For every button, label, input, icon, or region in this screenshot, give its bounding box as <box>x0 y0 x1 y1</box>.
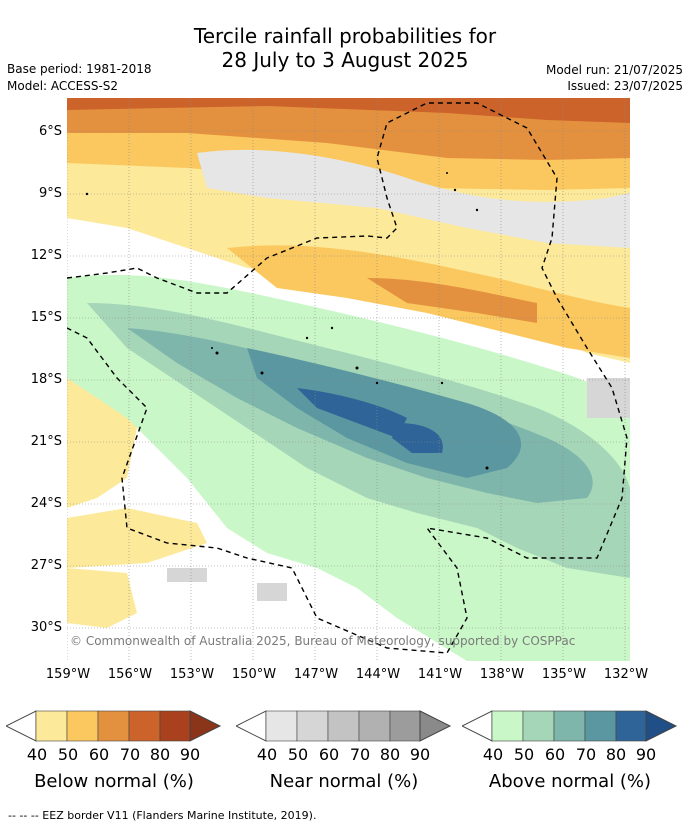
below-normal-colorbar <box>6 710 222 742</box>
near-cb-tick-60: 60 <box>318 745 340 764</box>
below-cb-tick-40: 40 <box>26 745 48 764</box>
lat-tick-6s: 6°S <box>38 124 62 139</box>
lon-tick-150w: 150°W <box>231 667 277 682</box>
lon-tick-141w: 141°W <box>417 667 463 682</box>
near-normal-region-north <box>197 149 630 248</box>
near-normal-patch-3 <box>587 378 630 418</box>
probability-map <box>67 98 630 661</box>
lat-tick-12s: 12°S <box>30 248 62 263</box>
near-cb-tick-40: 40 <box>256 745 278 764</box>
below-cb-tick-60: 60 <box>88 745 110 764</box>
below-normal-southwest <box>67 508 207 568</box>
lon-tick-147w: 147°W <box>293 667 339 682</box>
below-cb-tick-50: 50 <box>57 745 79 764</box>
below-cb-tick-90: 90 <box>179 745 201 764</box>
below-normal-label: Below normal (%) <box>34 771 194 792</box>
below-normal-mid-band-60 <box>367 278 537 323</box>
lat-tick-30s: 30°S <box>30 620 62 635</box>
near-normal-patch-1 <box>257 583 287 601</box>
near-cb-tick-70: 70 <box>349 745 371 764</box>
lat-tick-24s: 24°S <box>30 496 62 511</box>
lat-tick-15s: 15°S <box>30 310 62 325</box>
above-normal-colorbar <box>462 710 678 742</box>
near-cb-tick-90: 90 <box>409 745 431 764</box>
below-normal-south-patch <box>67 568 137 628</box>
below-cb-tick-80: 80 <box>149 745 171 764</box>
near-normal-colorbar <box>236 710 452 742</box>
lat-tick-18s: 18°S <box>30 372 62 387</box>
model-text: Model: ACCESS-S2 <box>7 79 119 93</box>
eez-footnote: -- -- -- EEZ border V11 (Flanders Marine… <box>8 809 317 822</box>
issued-text: Issued: 23/07/2025 <box>567 79 683 93</box>
model-run-text: Model run: 21/07/2025 <box>545 63 683 77</box>
lon-tick-159w: 159°W <box>45 667 91 682</box>
lon-tick-144w: 144°W <box>355 667 401 682</box>
above-cb-tick-60: 60 <box>544 745 566 764</box>
above-cb-tick-70: 70 <box>575 745 597 764</box>
lon-tick-156w: 156°W <box>107 667 153 682</box>
above-cb-tick-90: 90 <box>635 745 657 764</box>
above-cb-tick-80: 80 <box>605 745 627 764</box>
lon-tick-132w: 132°W <box>603 667 649 682</box>
base-period-text: Base period: 1981-2018 <box>7 62 152 76</box>
above-cb-tick-50: 50 <box>513 745 535 764</box>
below-normal-region-north-70 <box>67 98 630 123</box>
map-title-line2: 28 July to 3 August 2025 <box>221 48 469 72</box>
graticule <box>67 98 630 661</box>
near-cb-tick-50: 50 <box>287 745 309 764</box>
copyright-notice: © Commonwealth of Australia 2025, Bureau… <box>70 634 576 648</box>
below-cb-tick-70: 70 <box>119 745 141 764</box>
above-normal-region-80 <box>297 388 407 438</box>
lon-tick-153w: 153°W <box>169 667 215 682</box>
lon-tick-135w: 135°W <box>541 667 587 682</box>
map-title-line1: Tercile rainfall probabilities for <box>193 24 497 48</box>
eez-border-lines <box>67 102 628 654</box>
island-markers <box>85 172 489 470</box>
above-normal-label: Above normal (%) <box>488 771 652 792</box>
near-normal-patch-2 <box>167 568 207 582</box>
above-cb-tick-40: 40 <box>482 745 504 764</box>
near-cb-tick-80: 80 <box>379 745 401 764</box>
above-normal-region-80b <box>392 423 443 453</box>
lat-tick-21s: 21°S <box>30 434 62 449</box>
lat-tick-27s: 27°S <box>30 558 62 573</box>
lat-tick-9s: 9°S <box>38 186 62 201</box>
near-normal-label: Near normal (%) <box>269 771 419 792</box>
lon-tick-138w: 138°W <box>479 667 525 682</box>
